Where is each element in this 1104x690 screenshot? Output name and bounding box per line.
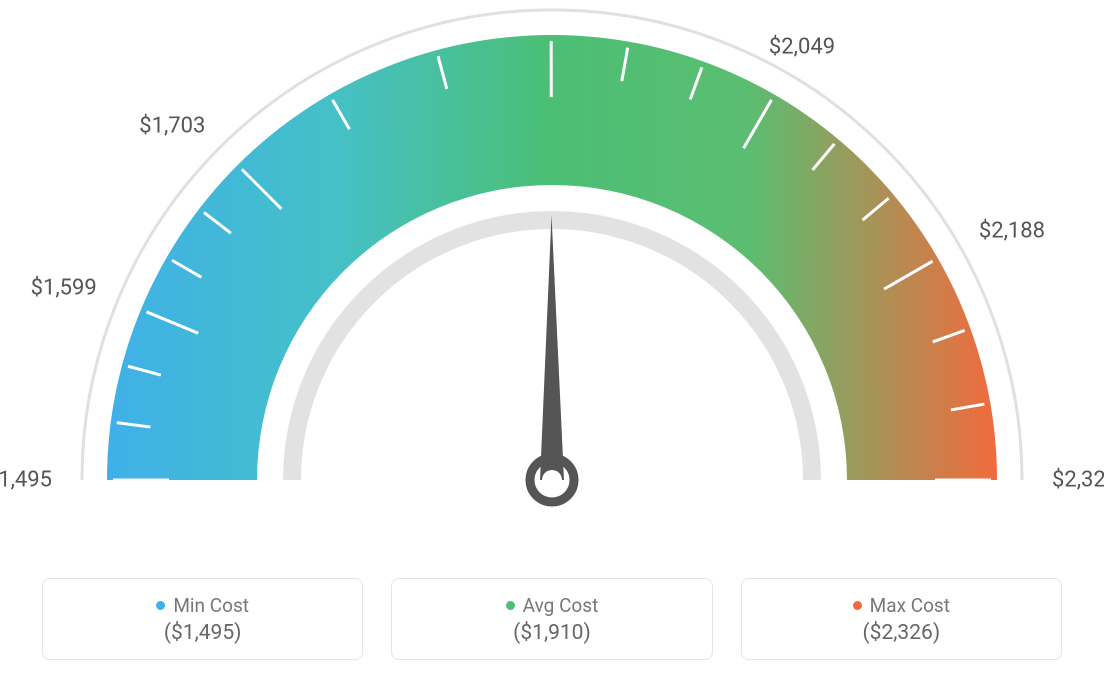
legend-card-min: Min Cost ($1,495): [42, 578, 363, 660]
legend-card-max: Max Cost ($2,326): [741, 578, 1062, 660]
legend-label-min: Min Cost: [173, 594, 249, 617]
legend-dot-max: [853, 601, 862, 610]
legend-value-avg: ($1,910): [513, 621, 591, 645]
legend-dot-min: [156, 601, 165, 610]
legend-card-avg: Avg Cost ($1,910): [391, 578, 712, 660]
gauge-tick-label: $1,703: [139, 114, 205, 139]
gauge-tick-label: $1,495: [0, 468, 52, 493]
gauge-tick-label: $2,326: [1052, 468, 1104, 493]
legend-dot-avg: [506, 601, 515, 610]
legend-label-avg: Avg Cost: [523, 594, 599, 617]
legend-value-min: ($1,495): [164, 621, 242, 645]
gauge-tick-label: $2,049: [769, 34, 835, 59]
legend-label-max: Max Cost: [870, 594, 950, 617]
gauge-tick-label: $2,188: [979, 218, 1045, 243]
legend-value-max: ($2,326): [862, 621, 940, 645]
gauge-tick-label: $1,599: [31, 276, 97, 301]
gauge-chart: $1,495$1,599$1,703$1,910$2,049$2,188$2,3…: [0, 0, 1104, 530]
legend-row: Min Cost ($1,495) Avg Cost ($1,910) Max …: [0, 560, 1104, 690]
